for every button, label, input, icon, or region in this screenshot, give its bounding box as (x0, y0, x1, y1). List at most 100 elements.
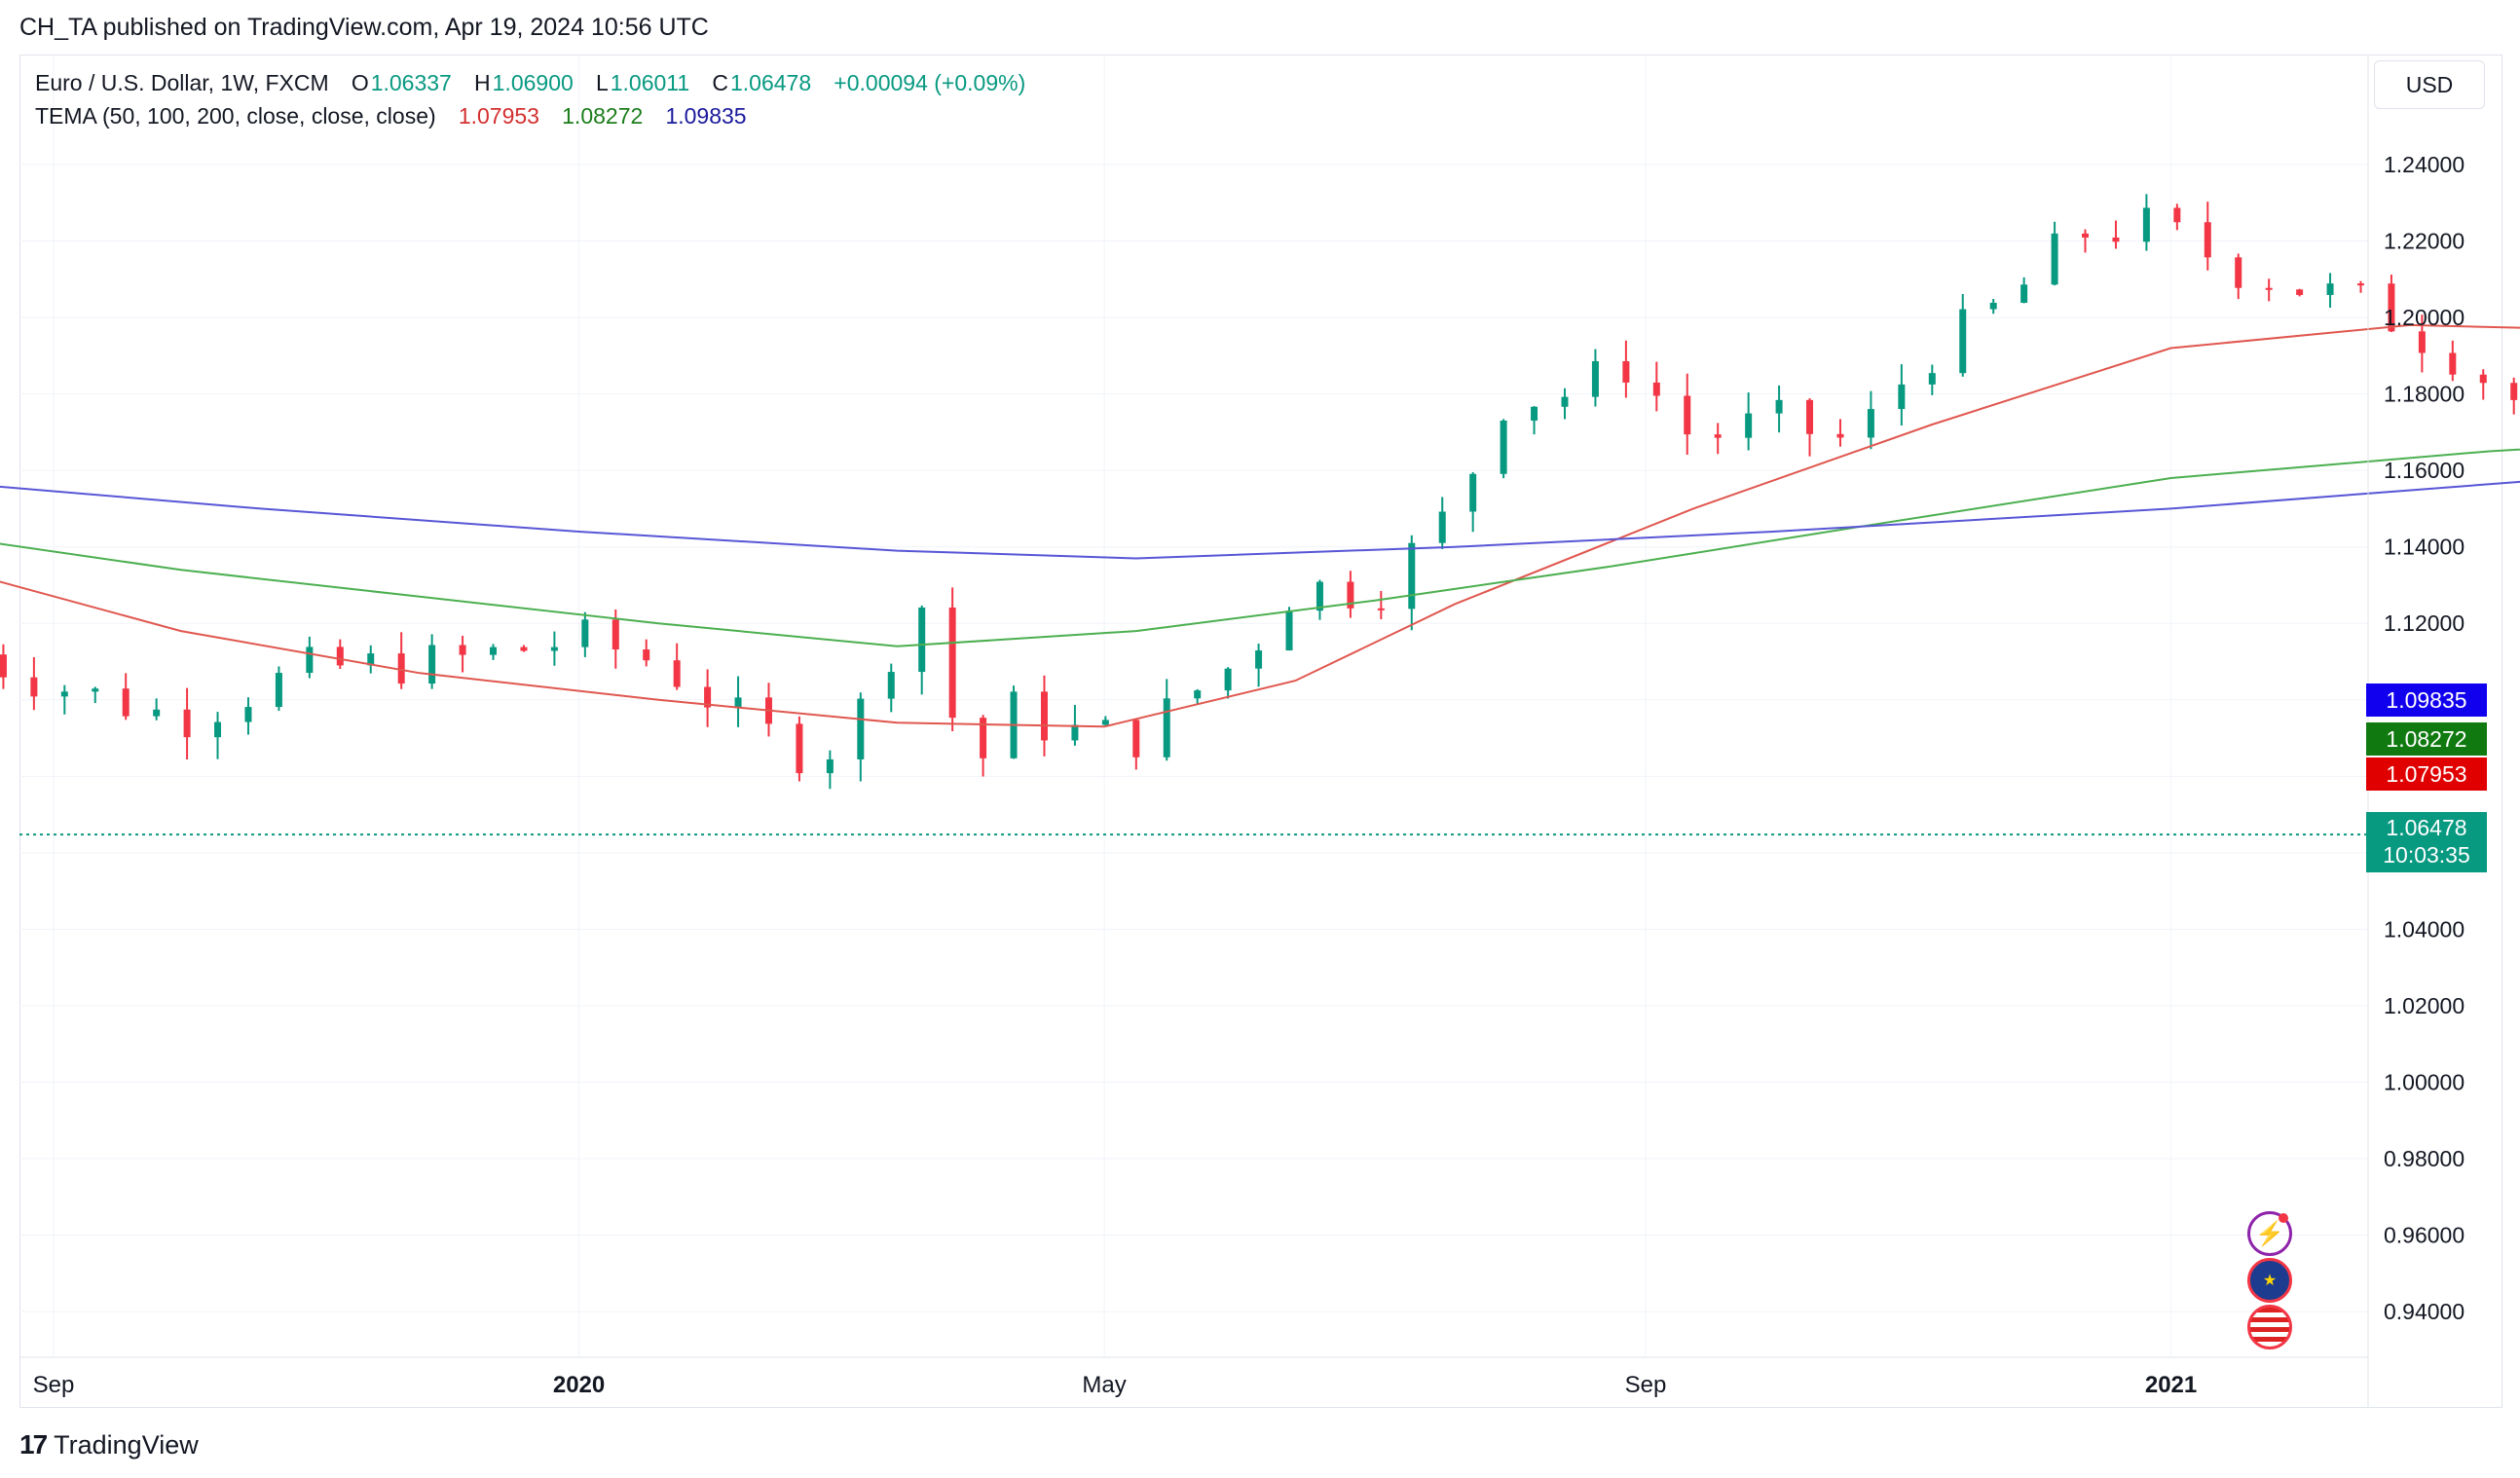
candle-body (887, 672, 895, 699)
candles (0, 194, 2518, 790)
candle-body (673, 660, 681, 687)
candle-body (2051, 233, 2058, 285)
tema-lines (0, 323, 2520, 728)
candle-body (428, 645, 436, 684)
candle-body (490, 647, 498, 655)
candle-body (2449, 352, 2457, 375)
symbol-title[interactable]: Euro / U.S. Dollar, 1W, FXCM (35, 70, 329, 95)
x-tick-label: Sep (1625, 1372, 1667, 1398)
legend-indicator: TEMA (50, 100, 200, close, close, close)… (35, 103, 749, 129)
candle-body (1836, 433, 1844, 438)
candle-body (306, 647, 314, 674)
tema-blue-tag: 1.09835 (2366, 684, 2487, 717)
candle-body (2510, 383, 2518, 400)
y-tick-label: 1.00000 (2384, 1069, 2464, 1094)
candle-body (1316, 581, 1323, 611)
candle-body (2326, 283, 2334, 295)
candle-body (2388, 283, 2395, 332)
candle-body (1500, 420, 1507, 474)
y-tick-label: 1.22000 (2384, 229, 2464, 254)
candle-body (1867, 409, 1874, 438)
candle-body (2296, 289, 2304, 295)
tema-line (0, 323, 2520, 728)
tema-blue-value: 1.09835 (665, 103, 747, 129)
candle-body (1163, 698, 1170, 757)
candle-body (336, 647, 344, 666)
candle-body (826, 758, 834, 774)
candle-body (397, 653, 405, 684)
candle-body (704, 686, 712, 708)
candle-body (1347, 581, 1354, 609)
open-label: O (351, 70, 369, 95)
x-tick-label: 2021 (2145, 1372, 2197, 1398)
y-tick-label: 1.20000 (2384, 305, 2464, 330)
candle-body (2204, 222, 2211, 258)
candle-body (1101, 720, 1109, 725)
tema-line (0, 448, 2520, 647)
tema-line (0, 480, 2520, 560)
candle-body (1469, 473, 1477, 512)
currency-selector[interactable]: USD (2374, 60, 2485, 109)
x-tick-label: Sep (33, 1372, 75, 1398)
candle-body (948, 607, 956, 719)
y-tick-label: 1.18000 (2384, 382, 2464, 407)
open-value: 1.06337 (370, 70, 452, 95)
candle-body (214, 721, 222, 738)
candle-body (918, 607, 926, 673)
y-tick-label: 1.24000 (2384, 152, 2464, 177)
high-value: 1.06900 (492, 70, 574, 95)
candle-body (275, 673, 282, 708)
candle-body (643, 649, 650, 661)
candle-body (2020, 284, 2028, 303)
candle-body (153, 709, 161, 717)
candle-body (2173, 207, 2181, 223)
eu-flag-icon[interactable]: ★ (2247, 1258, 2292, 1303)
tradingview-mark-icon: 17 (19, 1429, 48, 1460)
candle-body (1652, 382, 1660, 396)
candle-body (1224, 668, 1232, 691)
candle-body (1775, 399, 1783, 414)
candle-body (550, 647, 558, 651)
low-value: 1.06011 (610, 70, 690, 95)
y-tick-label: 1.04000 (2384, 916, 2464, 942)
candle-body (1132, 720, 1140, 757)
candle-body (1194, 690, 1202, 699)
indicator-title[interactable]: TEMA (50, 100, 200, close, close, close) (35, 103, 436, 129)
bar-countdown: 10:03:35 (2383, 842, 2470, 868)
candle-body (1684, 395, 1691, 435)
candle-body (183, 709, 191, 738)
candle-body (1714, 434, 1722, 438)
x-tick-label: 2020 (553, 1372, 605, 1398)
y-tick-label: 0.94000 (2384, 1299, 2464, 1324)
candle-body (2082, 233, 2090, 238)
candle-body (1040, 691, 1048, 741)
candle-body (2265, 287, 2273, 290)
tradingview-logo[interactable]: 17 TradingView (19, 1429, 199, 1460)
candle-body (1438, 511, 1446, 543)
us-flag-icon[interactable] (2247, 1305, 2292, 1349)
candle-body (30, 677, 38, 697)
last-price-value: 1.06478 (2386, 815, 2467, 840)
candle-body (2235, 257, 2242, 288)
candle-body (1408, 542, 1416, 610)
candle-body (980, 718, 987, 758)
last-price-tag: 1.06478 10:03:35 (2366, 812, 2487, 872)
high-label: H (474, 70, 491, 95)
candle-body (1531, 406, 1538, 421)
lightning-icon[interactable]: ⚡ (2247, 1211, 2292, 1256)
y-tick-label: 1.02000 (2384, 993, 2464, 1018)
candle-body (1898, 384, 1906, 410)
candle-body (0, 654, 7, 678)
candle-body (244, 707, 252, 722)
y-tick-label: 1.12000 (2384, 610, 2464, 636)
close-value: 1.06478 (729, 70, 812, 95)
candle-body (1622, 360, 1630, 383)
candle-body (367, 653, 375, 666)
tema-red-tag: 1.07953 (2366, 757, 2487, 791)
candle-body (60, 691, 68, 697)
candle-body (1255, 650, 1263, 669)
grid-lines (19, 55, 2368, 1357)
candle-body (1071, 724, 1079, 741)
candle-body (1959, 309, 1967, 374)
